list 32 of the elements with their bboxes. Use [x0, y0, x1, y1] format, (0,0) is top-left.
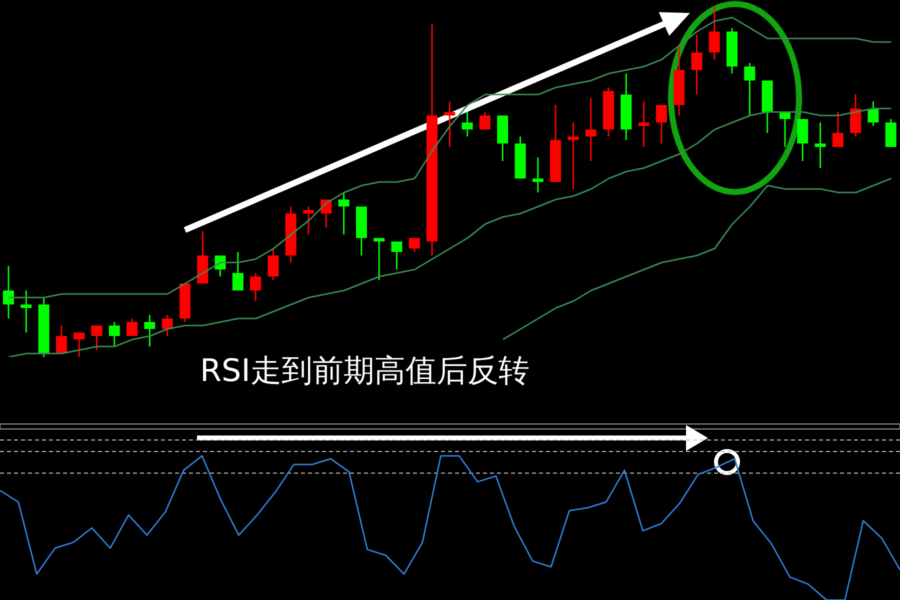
- candlestick: [408, 237, 420, 253]
- candlestick: [74, 332, 85, 357]
- candlestick: [20, 290, 32, 334]
- candlestick: [638, 100, 650, 148]
- candlestick: [868, 100, 879, 127]
- candlestick: [232, 251, 244, 292]
- candlestick: [708, 7, 720, 60]
- candlestick: [532, 156, 544, 194]
- candlestick: [303, 206, 314, 236]
- candlestick: [338, 192, 350, 236]
- candlestick: [144, 314, 156, 348]
- candlestick: [656, 104, 667, 144]
- candlestick: [162, 314, 173, 337]
- candlestick: [250, 272, 262, 302]
- annotation: RSI走到前期高值后反转: [200, 352, 530, 391]
- candlestick: [3, 265, 14, 320]
- candlestick: [479, 111, 490, 130]
- candlestick: [56, 324, 67, 354]
- candlestick: [814, 122, 826, 169]
- candlestick: [108, 321, 120, 348]
- candlestick: [462, 111, 473, 138]
- candlestick: [444, 100, 456, 148]
- candlestick: [568, 122, 579, 190]
- candlestick: [691, 34, 702, 96]
- candlestick: [268, 248, 279, 281]
- candlestick: [585, 97, 596, 162]
- candlestick: [391, 240, 402, 270]
- candlestick: [744, 62, 756, 116]
- candlestick: [91, 324, 102, 351]
- candlestick: [374, 237, 385, 281]
- candlestick: [832, 111, 844, 148]
- candlestick: [126, 318, 138, 337]
